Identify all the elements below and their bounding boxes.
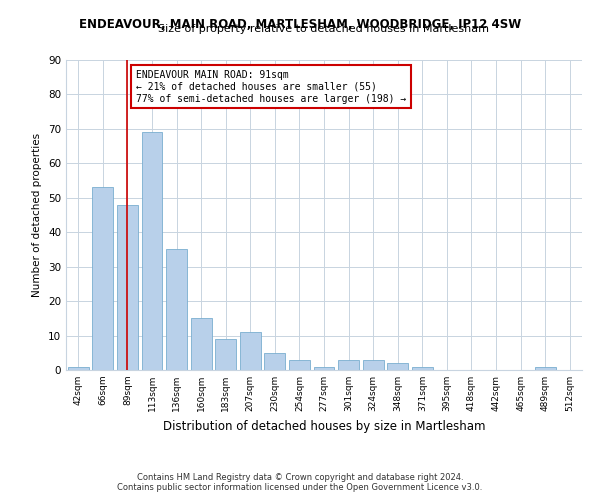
Bar bbox=[191, 318, 212, 370]
Text: ENDEAVOUR, MAIN ROAD, MARTLESHAM, WOODBRIDGE, IP12 4SW: ENDEAVOUR, MAIN ROAD, MARTLESHAM, WOODBR… bbox=[79, 18, 521, 30]
Title: Size of property relative to detached houses in Martlesham: Size of property relative to detached ho… bbox=[158, 24, 490, 34]
X-axis label: Distribution of detached houses by size in Martlesham: Distribution of detached houses by size … bbox=[163, 420, 485, 432]
Bar bbox=[215, 339, 236, 370]
Text: Contains HM Land Registry data © Crown copyright and database right 2024.
Contai: Contains HM Land Registry data © Crown c… bbox=[118, 473, 482, 492]
Bar bbox=[289, 360, 310, 370]
Bar bbox=[68, 366, 89, 370]
Bar bbox=[535, 366, 556, 370]
Y-axis label: Number of detached properties: Number of detached properties bbox=[32, 133, 43, 297]
Bar bbox=[142, 132, 163, 370]
Bar bbox=[166, 250, 187, 370]
Bar bbox=[117, 204, 138, 370]
Bar bbox=[314, 366, 334, 370]
Bar bbox=[338, 360, 359, 370]
Bar bbox=[412, 366, 433, 370]
Bar bbox=[387, 363, 408, 370]
Bar bbox=[362, 360, 383, 370]
Bar bbox=[265, 353, 286, 370]
Bar bbox=[92, 188, 113, 370]
Text: ENDEAVOUR MAIN ROAD: 91sqm
← 21% of detached houses are smaller (55)
77% of semi: ENDEAVOUR MAIN ROAD: 91sqm ← 21% of deta… bbox=[136, 70, 406, 104]
Bar bbox=[240, 332, 261, 370]
